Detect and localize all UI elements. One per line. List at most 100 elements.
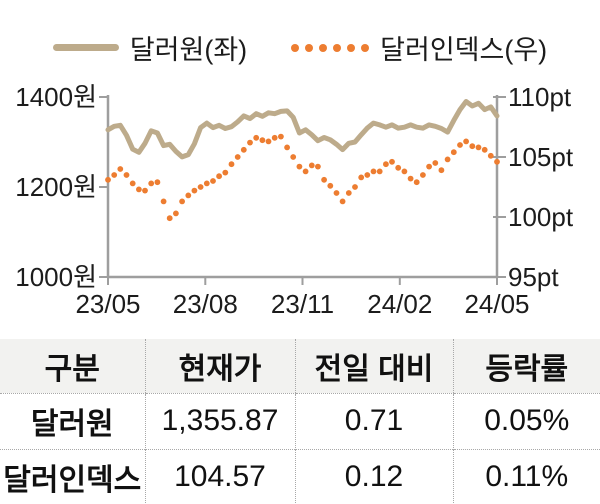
x-tick-label: 23/05 [75,289,140,319]
y-left-tick-label: 1000원 [15,262,97,292]
index-dot [426,163,432,170]
index-dot [438,167,445,174]
index-dot [185,192,192,199]
index-dot [259,137,266,144]
index-dots [105,133,500,222]
index-dot [457,142,463,148]
index-dot [469,143,476,150]
won-line-swatch-icon [52,44,119,51]
index-dot [142,187,148,194]
index-dot [290,154,297,160]
index-dot [339,198,346,205]
table-header-change: 전일 대비 [294,339,453,394]
y-left-tick-label: 1200원 [15,172,97,202]
y-left-ticks [99,96,108,278]
index-dot [160,198,167,205]
index-dot [203,180,210,187]
table-header-price: 현재가 [144,339,295,394]
x-tick-label: 24/02 [367,289,432,319]
quote-table: 구분 현재가 전일 대비 등락률 달러원 1,355.87 0.71 0.05%… [0,339,600,504]
index-dot [407,175,414,182]
index-dots-swatch-icon [291,43,370,52]
x-tick-label: 23/08 [173,289,238,319]
index-dot [308,162,315,169]
index-dot [432,160,439,166]
index-dot [420,172,426,178]
chart-legend: 달러원(좌) 달러인덱스(우) [0,28,600,67]
index-dot [481,146,488,153]
index-dot [302,168,309,175]
index-dot [383,161,389,168]
table-row-index: 달러인덱스 104.57 0.12 0.11% [0,448,600,504]
legend-index-dot [291,43,300,52]
x-tick-label: 24/05 [464,289,529,319]
index-dot [123,172,130,178]
row-change: 0.12 [294,448,453,504]
index-dot [117,166,124,172]
index-dot [210,178,216,184]
index-dot [111,172,118,178]
index-dot [278,133,284,140]
index-dot [222,169,229,176]
index-dot [321,176,327,183]
index-dot [475,144,482,151]
legend-index-dot [319,43,328,52]
index-dot [370,168,377,175]
row-price: 104.57 [144,448,295,504]
index-dot [376,168,383,175]
legend-index-dot [333,43,342,52]
legend-item-index: 달러인덱스(우) [291,28,547,67]
y-right-tick-label: 100pt [508,202,574,232]
index-dot [327,182,334,189]
index-dot [352,184,358,190]
index-dot [450,149,457,156]
legend-index-label: 달러인덱스(우) [380,35,548,65]
index-dot [105,176,111,183]
index-dot [463,138,469,145]
index-dot [148,180,155,187]
index-dot [315,163,321,170]
index-dot [271,134,278,141]
legend-won-label: 달러원(좌) [129,35,248,65]
index-dot [136,186,142,193]
index-dot [154,179,161,186]
index-dot [389,158,395,165]
index-dot [395,164,402,171]
index-dot [494,158,500,165]
index-dot [191,187,198,194]
won-line [105,99,500,160]
legend-index-dot [347,43,356,52]
index-dot [179,198,186,205]
fx-line-chart: 1400원 1200원 1000원 110pt 105pt 100pt 95pt… [15,82,574,319]
legend-index-dot [361,43,370,52]
index-dot [216,173,223,180]
x-ticks [107,277,498,285]
index-dot [364,172,371,178]
legend-item-won: 달러원(좌) [52,28,248,67]
y-left-tick-label: 1400원 [15,82,97,112]
table-header-row: 구분 현재가 전일 대비 등락률 [0,339,600,394]
index-dot [228,161,235,168]
index-dot [444,156,451,163]
index-dot [296,163,303,170]
row-change: 0.71 [294,393,453,449]
legend-index-dot [305,43,314,52]
row-label: 달러원 [30,408,114,441]
y-right-tick-label: 110pt [508,82,572,112]
y-right-ticks [493,96,506,278]
index-dot [240,146,247,153]
row-label: 달러인덱스 [0,448,145,504]
index-dot [345,190,352,196]
index-dot [401,168,408,175]
table-header-category: 구분 [0,339,145,394]
y-right-tick-label: 105pt [508,142,574,172]
index-dot [253,134,260,141]
index-dot [487,152,494,159]
table-header-change-pct: 등락률 [452,339,600,394]
row-price: 1,355.87 [144,393,295,449]
index-dot [173,210,179,217]
index-dot [333,190,340,196]
index-dot [166,215,173,222]
index-dot [413,179,420,186]
index-dot [284,144,290,151]
